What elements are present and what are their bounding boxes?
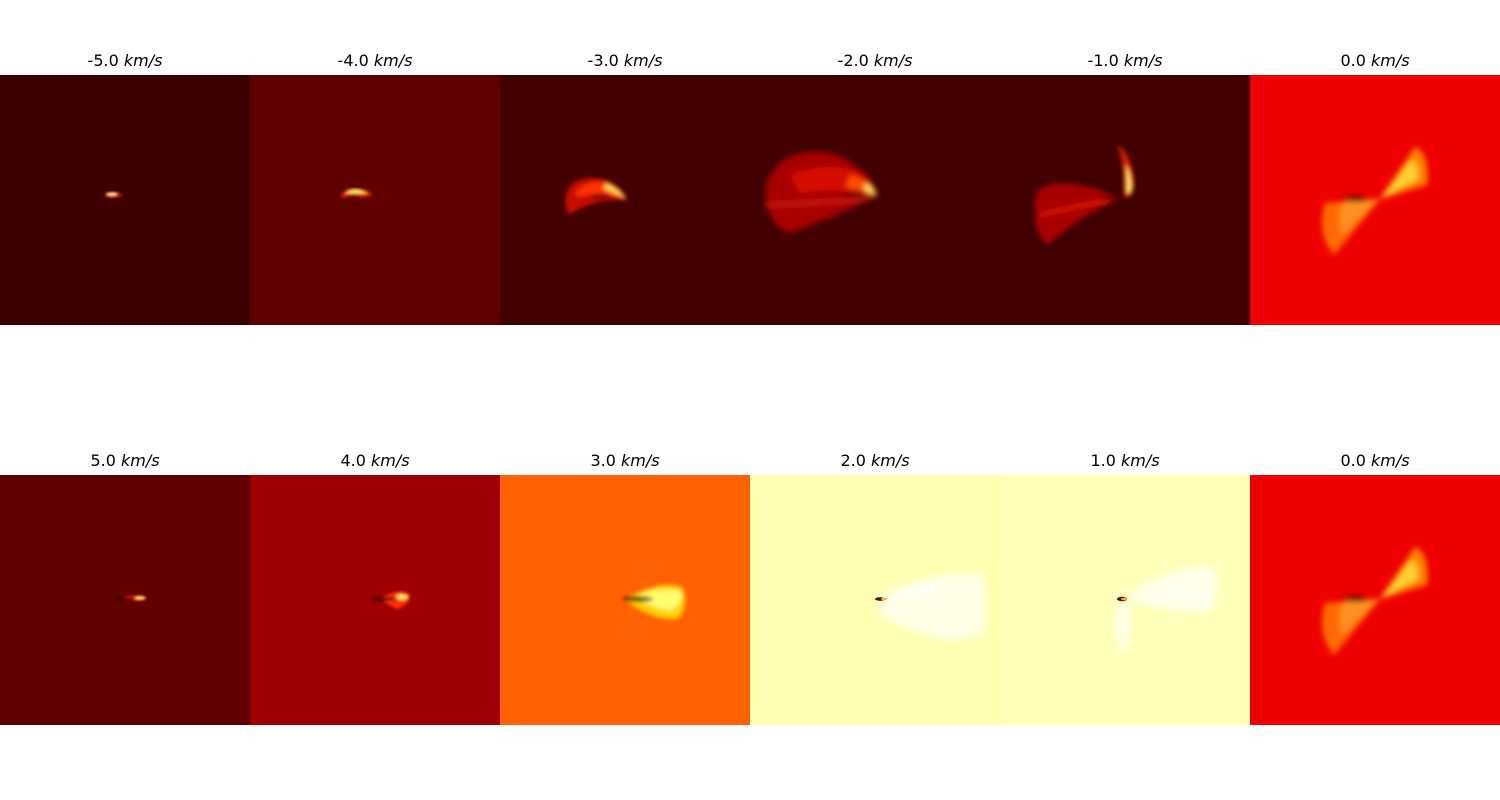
panel-title: -2.0 km/s (750, 51, 1000, 71)
velocity-unit: km/s (373, 51, 413, 70)
channel-panel-plus-4: 4.0 km/s (250, 445, 500, 725)
map-background (0, 75, 250, 325)
channel-panel-minus-3: -3.0 km/s (500, 45, 750, 325)
velocity-unit: km/s (120, 451, 160, 470)
channel-map-image (500, 75, 750, 325)
velocity-value: 0.0 (1340, 51, 1366, 70)
channel-panel-minus-4: -4.0 km/s (250, 45, 500, 325)
emission-plot (0, 475, 250, 725)
channel-panel-plus-5: 5.0 km/s (0, 445, 250, 725)
emission-plot (500, 475, 750, 725)
emission-plot (1000, 75, 1250, 325)
velocity-value: 4.0 (340, 451, 366, 470)
velocity-unit: km/s (370, 451, 410, 470)
panel-title: 4.0 km/s (250, 451, 500, 471)
velocity-value: -3.0 (587, 51, 619, 70)
channel-map-image (1250, 75, 1500, 325)
panel-title: -3.0 km/s (500, 51, 750, 71)
emission-plot (750, 475, 1000, 725)
bottom-row-channel-maps: 5.0 km/s 4.0 km/s (0, 445, 1500, 725)
channel-panel-plus-3: 3.0 km/s (500, 445, 750, 725)
emission-plot (0, 75, 250, 325)
emission-plot (1250, 475, 1500, 725)
channel-panel-minus-1: -1.0 km/s (1000, 45, 1250, 325)
channel-map-image (500, 475, 750, 725)
channel-panel-zero-bottom: 0.0 km/s (1250, 445, 1500, 725)
channel-map-image (1250, 475, 1500, 725)
channel-map-image (0, 75, 250, 325)
channel-map-image (750, 475, 1000, 725)
velocity-unit: km/s (870, 451, 910, 470)
velocity-value: 1.0 (1090, 451, 1116, 470)
panel-title: 2.0 km/s (750, 451, 1000, 471)
panel-title: -1.0 km/s (1000, 51, 1250, 71)
velocity-unit: km/s (1123, 51, 1163, 70)
velocity-value: -2.0 (837, 51, 869, 70)
emission-plot (250, 75, 500, 325)
velocity-unit: km/s (623, 51, 663, 70)
velocity-value: 3.0 (590, 451, 616, 470)
velocity-unit: km/s (1120, 451, 1160, 470)
channel-map-image (250, 475, 500, 725)
velocity-unit: km/s (873, 51, 913, 70)
emission-plot (1250, 75, 1500, 325)
top-row-channel-maps: -5.0 km/s -4.0 km/s (0, 45, 1500, 325)
velocity-value: -4.0 (337, 51, 369, 70)
emission-plot (1000, 475, 1250, 725)
velocity-value: 0.0 (1340, 451, 1366, 470)
velocity-value: -5.0 (87, 51, 119, 70)
channel-panel-zero-top: 0.0 km/s (1250, 45, 1500, 325)
channel-panel-minus-5: -5.0 km/s (0, 45, 250, 325)
channel-map-image (1000, 475, 1250, 725)
emission-plot (250, 475, 500, 725)
channel-panel-plus-1: 1.0 km/s (1000, 445, 1250, 725)
channel-map-image (250, 75, 500, 325)
channel-map-image (0, 475, 250, 725)
map-background (500, 75, 750, 325)
emission-plot (750, 75, 1000, 325)
channel-map-image (750, 75, 1000, 325)
panel-title: 1.0 km/s (1000, 451, 1250, 471)
panel-title: -4.0 km/s (250, 51, 500, 71)
velocity-unit: km/s (1370, 451, 1410, 470)
panel-title: 0.0 km/s (1250, 51, 1500, 71)
channel-panel-plus-2: 2.0 km/s (750, 445, 1000, 725)
velocity-unit: km/s (1370, 51, 1410, 70)
velocity-value: 2.0 (840, 451, 866, 470)
panel-title: -5.0 km/s (0, 51, 250, 71)
panel-title: 5.0 km/s (0, 451, 250, 471)
velocity-unit: km/s (123, 51, 163, 70)
panel-title: 3.0 km/s (500, 451, 750, 471)
emission-plot (500, 75, 750, 325)
velocity-value: -1.0 (1087, 51, 1119, 70)
velocity-unit: km/s (620, 451, 660, 470)
channel-panel-minus-2: -2.0 km/s (750, 45, 1000, 325)
velocity-value: 5.0 (90, 451, 116, 470)
map-background (250, 75, 500, 325)
panel-title: 0.0 km/s (1250, 451, 1500, 471)
channel-map-image (1000, 75, 1250, 325)
